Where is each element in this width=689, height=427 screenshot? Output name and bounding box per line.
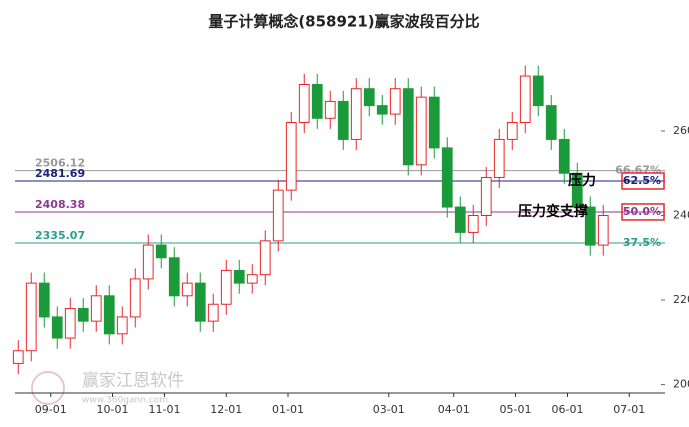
candle-body [51,316,63,339]
level-label: 2481.69 [35,167,85,180]
x-tick-label: 10-01 [97,403,129,416]
candle-body [168,257,180,297]
candle-body [441,147,453,208]
candle-body [519,75,531,124]
candle-body [402,88,414,166]
watermark: www.360gann.com [82,396,168,406]
y-tick-label: 2000 [673,378,689,391]
candle-body [194,282,206,322]
level-label: 2408.38 [35,198,85,211]
annotation: 压力变支撑 [518,203,588,220]
x-tick-label: 06-01 [552,403,584,416]
annotation: 压力 [568,172,596,189]
candle-body [129,278,141,318]
candle-body [597,215,609,246]
candle-body [467,215,479,233]
candle-body [532,75,544,107]
candle-body [25,282,37,352]
candle-body [233,269,245,284]
candle-body [311,83,323,119]
x-tick-label: 07-01 [613,403,645,416]
candle-body [571,172,583,208]
watermark: 赢家江恩软件 [82,371,184,391]
candle-body [298,83,310,124]
candle-body [246,274,258,284]
candle-body [415,96,427,166]
y-tick-label: 2400 [673,209,689,222]
candle-body [454,206,466,233]
candle-body [363,88,375,107]
x-tick-label: 05-01 [500,403,532,416]
candle-body [103,295,115,335]
candle-body [428,96,440,149]
x-tick-label: 04-01 [438,403,470,416]
candle-body [350,88,362,140]
x-tick-label: 09-01 [35,403,67,416]
x-tick-label: 03-01 [373,403,405,416]
level-label: 2506.12 [35,157,85,170]
y-tick-label: 2200 [673,293,689,306]
candle-body [64,307,76,339]
candle-body [506,122,518,140]
candle-body [545,105,557,140]
level-percent: 37.5% [623,236,661,249]
candle-body [142,244,154,280]
candle-body [77,307,89,322]
candle-body [181,282,193,297]
candle-body [155,244,167,259]
candle-body [376,105,388,115]
watermark-logo [31,371,65,405]
candle-body [389,88,401,115]
chart-title: 量子计算概念(858921)赢家波段百分比 [208,13,479,31]
candle-body [220,269,232,305]
level-label: 2335.07 [35,229,85,242]
candle-body [272,189,284,242]
x-tick-label: 11-01 [149,403,181,416]
level-percent: 62.5% [623,174,661,187]
level-box [621,203,665,221]
candle-body [558,138,570,174]
candle-body [337,100,349,140]
candle-body [38,282,50,318]
candle-body [207,303,219,322]
candle-body [116,316,128,335]
candle-body [480,176,492,216]
x-tick-label: 01-01 [272,403,304,416]
candle-body [324,100,336,119]
candle-body [259,240,271,276]
y-tick-label: 2600 [673,124,689,137]
candle-body [285,122,297,191]
candle-body [493,138,505,178]
level-percent: 50.0% [623,205,661,218]
level-box [621,172,665,190]
candle-body [12,350,24,364]
x-tick-label: 12-01 [210,403,242,416]
candle-body [90,295,102,322]
candle-body [584,206,596,246]
